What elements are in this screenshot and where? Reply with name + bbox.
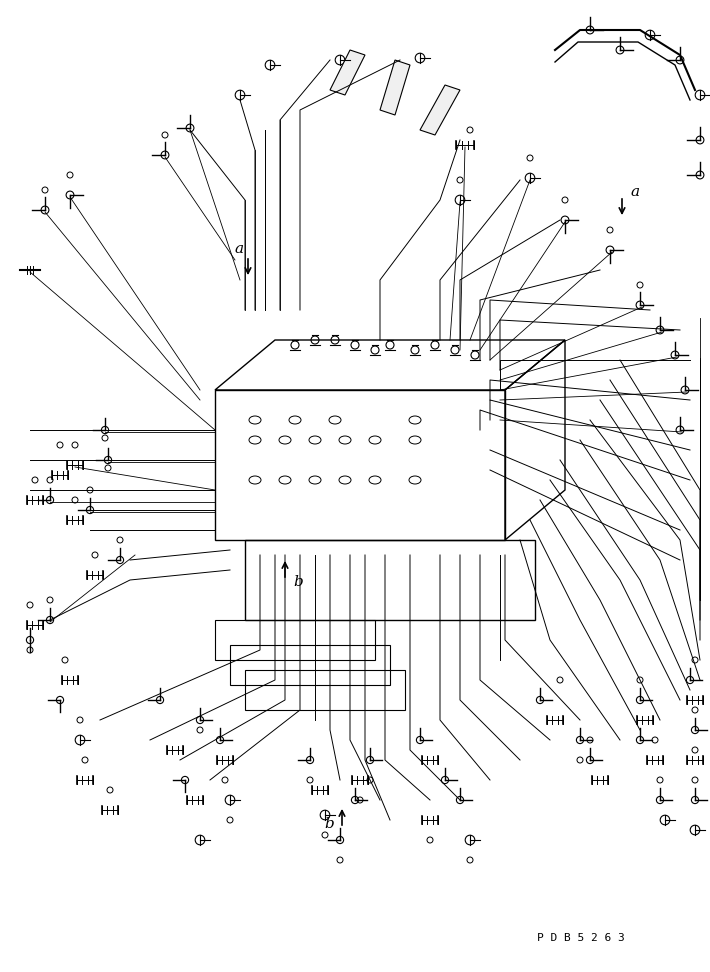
Text: P D B 5 2 6 3: P D B 5 2 6 3: [537, 933, 625, 943]
Text: b: b: [293, 575, 302, 589]
Text: b: b: [324, 817, 334, 831]
Polygon shape: [330, 50, 365, 95]
Text: a: a: [234, 242, 243, 256]
Text: a: a: [630, 185, 639, 199]
Polygon shape: [380, 60, 410, 115]
Polygon shape: [420, 85, 460, 135]
